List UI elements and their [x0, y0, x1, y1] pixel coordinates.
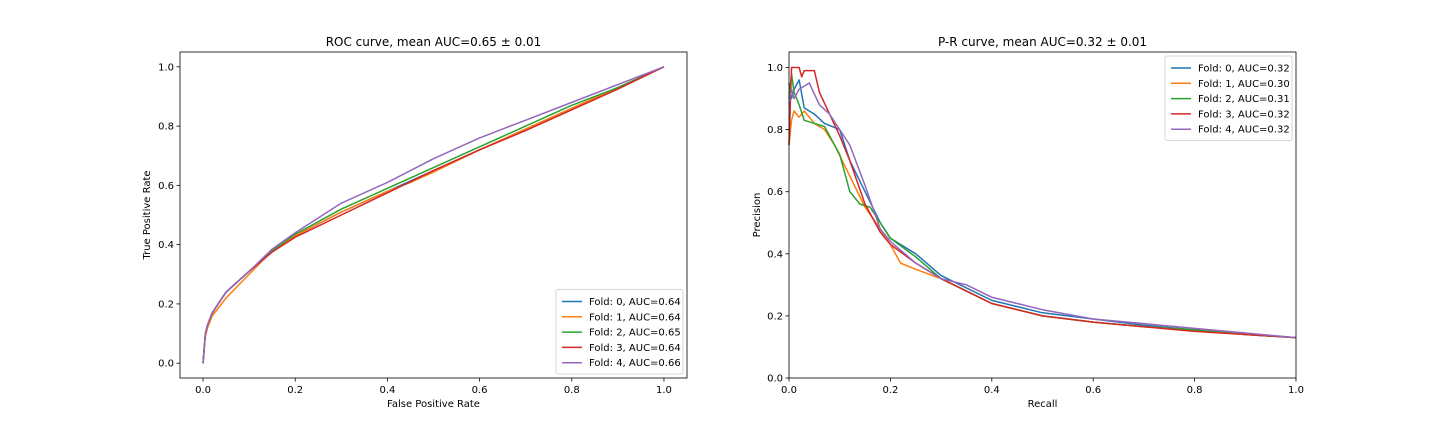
pr-legend-label: Fold: 4, AUC=0.32: [1198, 125, 1290, 136]
pr-legend-label: Fold: 3, AUC=0.32: [1198, 109, 1290, 120]
pr-x-tick-label: 0.8: [1187, 385, 1203, 396]
pr-y-axis-label: Precision: [752, 193, 763, 238]
roc-x-tick-label: 1.0: [656, 385, 672, 396]
pr-y-tick-label: 1.0: [767, 63, 783, 74]
roc-x-tick-label: 0.6: [472, 385, 488, 396]
pr-y-tick-label: 0.0: [767, 374, 783, 385]
roc-x-ticks: 0.0 0.2 0.4 0.6 0.8 1.0: [195, 378, 672, 396]
pr-chart: 0.0 0.2 0.4 0.6 0.8 1.0 0.0 0.2 0.4 0.6 0.8 1.0 P-…: [752, 35, 1304, 410]
pr-y-ticks: 0.0 0.2 0.4 0.6 0.8 1.0: [767, 63, 789, 385]
pr-x-tick-label: 1.0: [1288, 385, 1304, 396]
roc-y-tick-label: 0.2: [158, 299, 174, 310]
pr-y-tick-label: 0.2: [767, 311, 783, 322]
roc-legend-box: [555, 289, 684, 375]
roc-series-line-fold-4: [202, 66, 665, 364]
roc-x-tick-label: 0.4: [379, 385, 395, 396]
pr-y-tick-label: 0.4: [767, 249, 783, 260]
roc-y-tick-label: 0.6: [158, 181, 174, 192]
roc-x-tick-label: 0.0: [195, 385, 211, 396]
pr-series-line-fold-3: [788, 66, 1297, 339]
pr-legend-label: Fold: 0, AUC=0.32: [1198, 64, 1290, 75]
roc-legend-label: Fold: 1, AUC=0.64: [589, 312, 681, 323]
roc-legend-label: Fold: 0, AUC=0.64: [589, 297, 681, 308]
pr-x-axis-label: Recall: [1028, 399, 1058, 410]
roc-y-tick-label: 0.8: [158, 122, 174, 133]
pr-y-tick-label: 0.6: [767, 187, 783, 198]
pr-axes-frame: [788, 51, 1297, 379]
roc-y-tick-label: 1.0: [158, 62, 174, 73]
pr-series-line-fold-4: [788, 82, 1297, 339]
roc-lines: [202, 66, 665, 364]
roc-chart: 0.0 0.2 0.4 0.6 0.8 1.0 0.0 0.2 0.4 0.6 0.8 1.0 RO…: [142, 35, 688, 410]
pr-x-tick-label: 0.6: [1085, 385, 1101, 396]
roc-y-axis-label: True Positive Rate: [142, 170, 153, 260]
roc-legend-label: Fold: 4, AUC=0.66: [589, 358, 681, 369]
roc-x-axis-label: False Positive Rate: [387, 399, 480, 410]
pr-x-ticks: 0.0 0.2 0.4 0.6 0.8 1.0: [781, 378, 1304, 396]
roc-y-tick-label: 0.4: [158, 240, 174, 251]
roc-y-ticks: 0.0 0.2 0.4 0.6 0.8 1.0: [158, 62, 180, 370]
roc-axes-frame: [179, 51, 688, 379]
pr-x-tick-label: 0.2: [882, 385, 898, 396]
pr-title: P-R curve, mean AUC=0.32 ± 0.01: [938, 35, 1147, 49]
pr-x-tick-label: 0.4: [984, 385, 1000, 396]
pr-legend-label: Fold: 1, AUC=0.30: [1198, 79, 1290, 90]
pr-legend-box: [1164, 55, 1293, 141]
pr-y-tick-label: 0.8: [767, 125, 783, 136]
pr-x-tick-label: 0.0: [781, 385, 797, 396]
pr-legend-label: Fold: 2, AUC=0.31: [1198, 94, 1290, 105]
roc-y-tick-label: 0.0: [158, 359, 174, 370]
roc-series-line-fold-1: [202, 66, 665, 364]
pr-lines: [788, 66, 1297, 339]
roc-legend-label: Fold: 3, AUC=0.64: [589, 343, 681, 354]
roc-title: ROC curve, mean AUC=0.65 ± 0.01: [326, 35, 542, 49]
pr-legend: Fold: 0, AUC=0.32 Fold: 1, AUC=0.30 Fold: …: [1164, 55, 1293, 141]
roc-x-tick-label: 0.8: [564, 385, 580, 396]
roc-legend: Fold: 0, AUC=0.64 Fold: 1, AUC=0.64 Fold: …: [555, 289, 684, 375]
roc-x-tick-label: 0.2: [287, 385, 303, 396]
roc-legend-label: Fold: 2, AUC=0.65: [589, 328, 681, 339]
